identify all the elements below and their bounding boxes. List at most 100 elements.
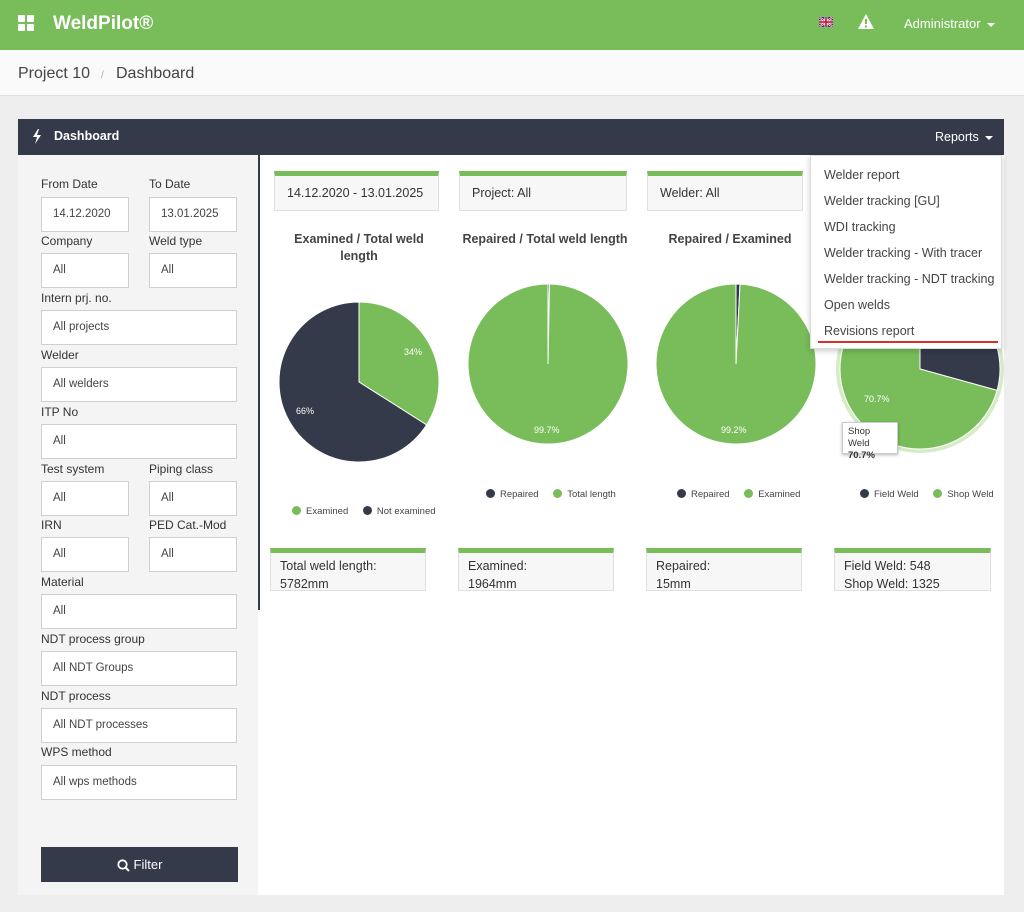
legend-label: Examined (758, 489, 801, 500)
legend-label: Shop Weld (947, 489, 994, 500)
chart1-title: Examined / Total weld length (278, 231, 440, 265)
ndt-group-label: NDT process group (41, 632, 145, 646)
legend-dot (933, 489, 943, 498)
bolt-icon (33, 129, 41, 144)
to-date-label: To Date (149, 177, 191, 191)
chart2-legend: Repaired Total length (486, 489, 628, 500)
legend-label: Repaired (691, 489, 730, 500)
welder-tile: Welder: All (647, 171, 803, 211)
dashboard-panel-header: Dashboard Reports (18, 119, 1004, 155)
legend-dot (486, 489, 495, 498)
legend-dot (677, 489, 686, 498)
material-label: Material (41, 575, 84, 589)
tooltip-value: 70.7% (848, 450, 875, 461)
legend-dot (362, 506, 372, 515)
company-select[interactable]: All (41, 253, 129, 288)
sidebar-divider-gap (258, 610, 261, 895)
project-tile: Project: All (459, 171, 627, 211)
material-select[interactable]: All (41, 594, 237, 629)
legend-item[interactable]: Shop Weld (933, 489, 994, 500)
menu-item-welder-tracking-gu[interactable]: Welder tracking [GU] (824, 194, 940, 208)
legend-item[interactable]: Repaired (677, 489, 730, 500)
legend-label: Not examined (376, 506, 436, 517)
chart4-tooltip: Shop Weld 70.7% (842, 422, 898, 461)
chart4-legend: Field Weld Shop Weld (860, 489, 1006, 500)
legend-item[interactable]: Total length (553, 489, 616, 500)
reports-dropdown-button[interactable]: Reports (935, 130, 993, 144)
ped-label: PED Cat.-Mod (149, 518, 227, 532)
menu-item-welder-tracking-ndt[interactable]: Welder tracking - NDT tracking (824, 272, 995, 286)
legend-item[interactable]: Examined (292, 506, 348, 517)
menu-item-welder-report[interactable]: Welder report (824, 168, 900, 182)
menu-item-wdi-tracking[interactable]: WDI tracking (824, 220, 896, 234)
chart1-title-line2: length (340, 249, 378, 263)
reports-dropdown-menu: Welder report Welder tracking [GU] WDI t… (810, 155, 1002, 349)
menu-item-revisions-report[interactable]: Revisions report (824, 324, 915, 338)
legend-dot (553, 489, 563, 498)
filter-button[interactable]: Filter (41, 847, 238, 882)
welder-select[interactable]: All welders (41, 367, 237, 402)
chart1-title-line1: Examined / Total weld (294, 232, 424, 246)
legend-item[interactable]: Repaired (486, 489, 539, 500)
breadcrumb: Project 10 / Dashboard (0, 50, 1024, 96)
weld-count-tile: Field Weld: 548 Shop Weld: 1325 (834, 548, 991, 591)
from-date-field[interactable]: 14.12.2020 (41, 197, 129, 232)
breadcrumb-project[interactable]: Project 10 (18, 65, 91, 82)
piping-class-select[interactable]: All (149, 481, 237, 516)
chart1-label-examined: 34% (404, 347, 423, 357)
legend-dot (744, 489, 754, 498)
stat-value: 5782mm (280, 577, 329, 591)
menu-item-welder-tracking-tracer[interactable]: Welder tracking - With tracer (824, 246, 983, 260)
legend-item[interactable]: Field Weld (860, 489, 919, 500)
ndt-process-select[interactable]: All NDT processes (41, 708, 237, 743)
uk-flag-icon[interactable] (819, 17, 833, 27)
pie-slice-examined[interactable] (655, 283, 817, 445)
itp-select[interactable]: All (41, 424, 237, 459)
ped-select[interactable]: All (149, 537, 237, 572)
stat-label: Total weld length: (280, 559, 377, 573)
apps-grid-icon[interactable] (18, 15, 34, 31)
legend-item[interactable]: Examined (744, 489, 800, 500)
chart3-title: Repaired / Examined (668, 232, 792, 246)
chart4-label-shop: 70.7% (864, 394, 890, 404)
chart3-label-examined: 99.2% (721, 425, 747, 435)
test-system-select[interactable]: All (41, 481, 129, 516)
legend-dot (860, 489, 869, 498)
ndt-process-label: NDT process (41, 689, 111, 703)
to-date-field[interactable]: 13.01.2025 (149, 197, 237, 232)
intern-prj-label: Intern prj. no. (41, 291, 112, 305)
stat-value: 1964mm (468, 577, 517, 591)
chart2-pie (467, 283, 629, 445)
test-system-label: Test system (41, 462, 105, 476)
reports-label: Reports (935, 130, 979, 144)
ndt-group-select[interactable]: All NDT Groups (41, 651, 237, 686)
legend-label: Total length (567, 489, 616, 500)
irn-label: IRN (41, 518, 62, 532)
chart1-legend: Examined Not examined (292, 506, 448, 517)
user-name: Administrator (904, 16, 981, 31)
company-label: Company (41, 234, 93, 248)
warning-icon[interactable] (857, 13, 875, 30)
chevron-down-icon (984, 135, 993, 140)
wps-select[interactable]: All wps methods (41, 765, 237, 800)
filter-button-label: Filter (133, 857, 163, 872)
brand-logo[interactable]: WeldPilot® (53, 13, 154, 34)
chart2-label-total: 99.7% (534, 425, 560, 435)
irn-select[interactable]: All (41, 537, 129, 572)
legend-item[interactable]: Not examined (362, 506, 436, 517)
legend-dot (292, 506, 301, 515)
user-menu[interactable]: Administrator (904, 16, 995, 31)
intern-prj-select[interactable]: All projects (41, 310, 237, 345)
breadcrumb-page: Dashboard (116, 65, 195, 82)
pie-slice-total-length[interactable] (467, 283, 629, 445)
pie-slice-not-examined[interactable] (278, 301, 428, 463)
weld-type-select[interactable]: All (149, 253, 237, 288)
legend-label: Examined (306, 506, 349, 517)
chart3-legend: Repaired Examined (677, 489, 812, 500)
menu-item-open-welds[interactable]: Open welds (824, 298, 891, 312)
chart3-pie (655, 283, 817, 445)
repaired-tile: Repaired: 15mm (646, 548, 802, 591)
piping-class-label: Piping class (149, 462, 214, 476)
weld-type-label: Weld type (149, 234, 203, 248)
stat-label: Repaired: (656, 559, 711, 573)
